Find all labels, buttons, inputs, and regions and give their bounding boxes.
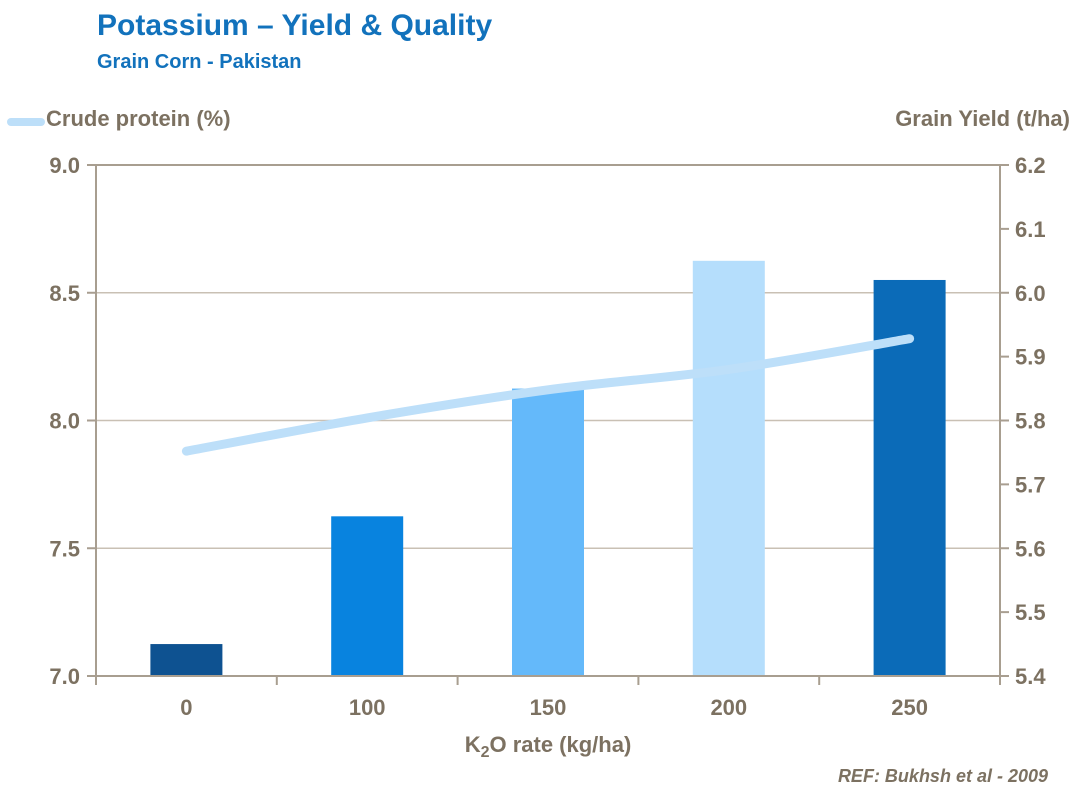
- x-axis-label-200: 200: [710, 695, 747, 720]
- grain-yield-bar-100: [331, 516, 404, 676]
- left-axis-label-8.5: 8.5: [49, 281, 80, 306]
- chart-subtitle: Grain Corn - Pakistan: [97, 51, 302, 73]
- right-axis-label-6.2: 6.2: [1015, 153, 1046, 178]
- reference-citation: REF: Bukhsh et al - 2009: [837, 766, 1048, 786]
- left-axis-label-7.5: 7.5: [49, 536, 80, 561]
- left-axis-label-8.0: 8.0: [49, 409, 80, 434]
- right-axis-label-5.4: 5.4: [1015, 664, 1046, 689]
- combo-chart: 9.0 8.5 8.0 7.5 7.0 6.2 6.1 6.0 5.9 5.8 5.7 5.6 5.5 5…: [49, 153, 1046, 761]
- crude-protein-line: [181, 334, 915, 456]
- right-axis-series-label: Grain Yield (t/ha): [895, 106, 1070, 131]
- grain-yield-bar-200: [692, 260, 765, 676]
- right-axis-label-6.1: 6.1: [1015, 217, 1046, 242]
- left-axis-label-7.0: 7.0: [49, 664, 80, 689]
- x-axis-label-250: 250: [891, 695, 928, 720]
- grain-yield-bar-150: [512, 388, 584, 676]
- x-axis-label-150: 150: [530, 695, 567, 720]
- chart-title: Potassium – Yield & Quality: [97, 9, 493, 42]
- right-axis-label-6.0: 6.0: [1015, 281, 1046, 306]
- right-axis-label-5.9: 5.9: [1015, 345, 1046, 370]
- right-axis-label-5.5: 5.5: [1015, 600, 1046, 625]
- right-axis-label-5.7: 5.7: [1015, 472, 1046, 497]
- grain-yield-bar-0: [150, 644, 223, 676]
- x-axis-label-0: 0: [180, 695, 192, 720]
- crude-protein-line-swatch: [7, 118, 45, 126]
- right-axis-label-5.8: 5.8: [1015, 409, 1046, 434]
- x-axis-label-100: 100: [349, 695, 386, 720]
- right-axis-label-5.6: 5.6: [1015, 536, 1046, 561]
- left-axis-series-label: Crude protein (%): [46, 106, 231, 131]
- left-axis-label-9.0: 9.0: [49, 153, 80, 178]
- x-axis-title: K2O rate (kg/ha): [465, 732, 632, 761]
